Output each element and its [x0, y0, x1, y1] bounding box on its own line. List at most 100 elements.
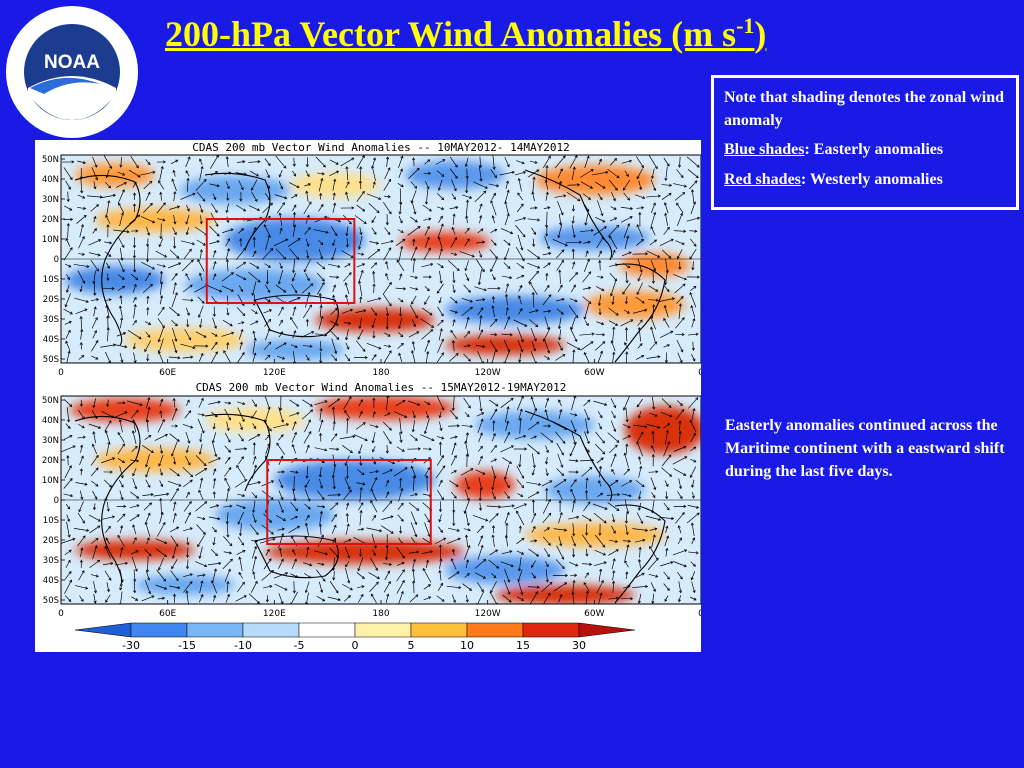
wind-vector-head [200, 209, 204, 213]
wind-vector [185, 455, 191, 466]
wind-vector [503, 262, 511, 269]
wind-vector [169, 307, 180, 316]
wind-vector-head [270, 531, 274, 535]
wind-vector [421, 329, 433, 340]
wind-vector-head [545, 272, 549, 276]
wind-vector-head [544, 461, 549, 465]
wind-vector [464, 489, 470, 501]
wind-vector [145, 159, 151, 165]
wind-vector [279, 228, 283, 234]
wind-vector-head [172, 397, 176, 401]
wind-vector [90, 467, 99, 477]
wind-vector-head [218, 561, 222, 565]
wind-vector-head [291, 444, 295, 448]
wind-vector [344, 353, 350, 362]
wind-vector [571, 284, 576, 293]
wind-vector-head [190, 474, 194, 478]
wind-vector-head [117, 534, 121, 538]
wind-vector [128, 169, 141, 178]
wind-vector [463, 284, 471, 293]
wind-vector [459, 251, 475, 257]
wind-vector-head [250, 187, 254, 191]
wind-vector [359, 180, 362, 190]
wind-vector [88, 239, 101, 246]
wind-vector [544, 285, 550, 292]
wind-vector [372, 181, 376, 189]
wind-vector-head [480, 525, 484, 529]
wind-vector [250, 309, 258, 314]
wind-vector [532, 191, 535, 202]
wind-vector [398, 215, 403, 224]
wind-vector-head [253, 250, 257, 254]
wind-vector-head [358, 450, 362, 455]
wind-vector-head [324, 552, 328, 556]
wind-vector-head [152, 170, 156, 174]
wind-vector [411, 466, 417, 478]
wind-vector-head [97, 518, 101, 522]
wind-vector [65, 263, 71, 268]
wind-vector-head [337, 493, 341, 497]
wind-vector-head [67, 559, 71, 563]
wind-vector [77, 535, 86, 547]
wind-vector-head [572, 554, 576, 558]
wind-vector [436, 352, 444, 363]
wind-vector [113, 229, 130, 233]
wind-vector-head [241, 493, 246, 497]
wind-vector-head [455, 483, 459, 487]
wind-vector-head [80, 455, 84, 459]
wind-vector-head [679, 576, 683, 580]
wind-vector [648, 285, 658, 292]
wind-vector [491, 433, 496, 442]
wind-vector-head [269, 584, 273, 589]
wind-vector-head [292, 270, 296, 274]
wind-vector [157, 350, 164, 363]
wind-vector-head [85, 299, 89, 303]
wind-vector [195, 468, 207, 476]
wind-vector-head [67, 518, 71, 522]
wind-vector [478, 432, 483, 443]
wind-vector [234, 479, 247, 488]
wind-vector-head [504, 534, 508, 538]
wind-vector-head [612, 198, 616, 202]
wind-vector-head [456, 571, 460, 575]
wind-vector [119, 584, 123, 590]
wind-vector-head [625, 419, 629, 423]
wind-vector [199, 580, 203, 594]
wind-vector-head [294, 431, 297, 435]
wind-vector-head [611, 301, 615, 305]
wind-vector-head [267, 264, 271, 268]
wind-vector [317, 282, 325, 295]
wind-vector [651, 492, 656, 498]
wind-vector-head [225, 258, 229, 262]
wind-vector [168, 262, 181, 269]
wind-vector-head [616, 439, 620, 443]
wind-vector [278, 319, 283, 327]
wind-vector [331, 525, 337, 534]
wind-vector-head [252, 236, 256, 240]
wind-vector [679, 421, 681, 431]
wind-vector [463, 528, 471, 531]
wind-vector [292, 306, 296, 317]
wind-vector-head [257, 434, 261, 437]
wind-vector-head [509, 333, 513, 337]
wind-vector [437, 490, 444, 500]
wind-vector-head [401, 579, 405, 583]
wind-vector-head [654, 527, 658, 531]
wind-vector [158, 338, 164, 354]
wind-vector [527, 491, 540, 499]
wind-vector [169, 249, 180, 259]
wind-vector [382, 469, 393, 475]
wind-vector-head [666, 289, 670, 293]
wind-vector-head [94, 317, 98, 321]
wind-vector [478, 456, 483, 465]
wind-vector-head [107, 200, 111, 204]
wind-vector [185, 492, 190, 498]
wind-vector-head [616, 175, 620, 179]
wind-vector [649, 412, 658, 417]
wind-vector [316, 505, 325, 508]
wind-vector [173, 398, 176, 408]
wind-vector [383, 345, 391, 347]
wind-vector [226, 203, 229, 213]
wind-vector-head [465, 199, 470, 203]
wind-vector-head [378, 297, 382, 301]
